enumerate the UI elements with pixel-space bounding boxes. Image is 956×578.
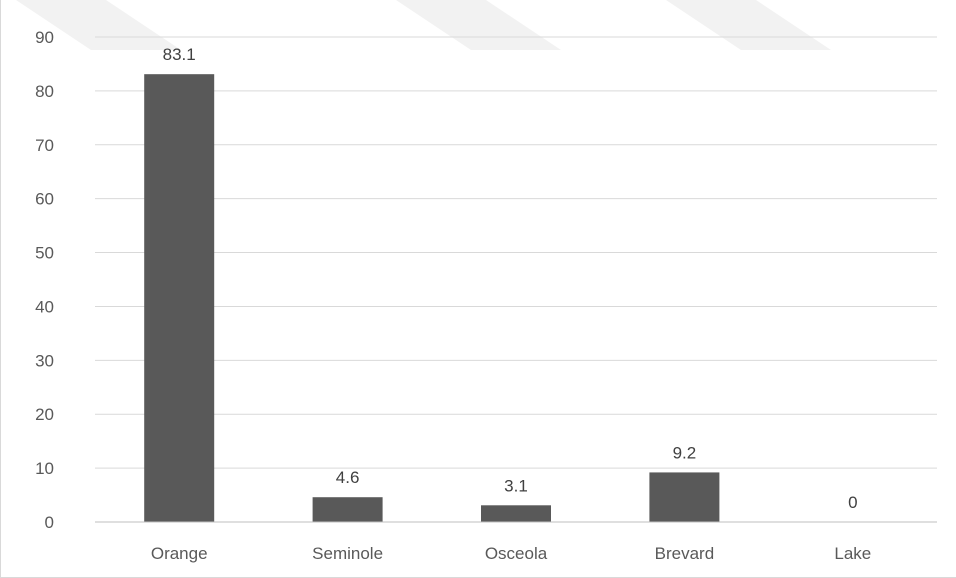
x-tick-label-osceola: Osceola	[485, 544, 548, 563]
data-label-lake: 0	[848, 493, 857, 512]
data-label-orange: 83.1	[163, 45, 196, 64]
bar-brevard	[649, 472, 720, 522]
background-watermark	[16, 0, 831, 50]
y-tick-label: 50	[35, 244, 54, 263]
gridlines	[95, 36, 937, 469]
y-tick-label: 90	[35, 28, 54, 47]
y-axis-ticks: 0 10 20 30 40 50 60 70 80 90	[35, 28, 54, 532]
y-tick-label: 10	[35, 459, 54, 478]
bar-osceola	[481, 505, 551, 522]
data-label-seminole: 4.6	[336, 468, 360, 487]
data-label-osceola: 3.1	[504, 476, 528, 495]
x-tick-label-lake: Lake	[834, 544, 871, 563]
x-tick-label-brevard: Brevard	[655, 544, 715, 563]
data-labels: 83.1 4.6 3.1 9.2 0	[163, 45, 858, 512]
bars	[144, 74, 720, 522]
bar-orange	[144, 74, 215, 522]
watermark-stripe	[16, 0, 181, 50]
y-tick-label: 30	[35, 351, 54, 370]
x-tick-label-orange: Orange	[151, 544, 208, 563]
y-tick-label: 60	[35, 190, 54, 209]
y-tick-label: 0	[45, 513, 54, 532]
x-axis-labels: Orange Seminole Osceola Brevard Lake	[151, 544, 871, 563]
x-tick-label-seminole: Seminole	[312, 544, 383, 563]
data-label-brevard: 9.2	[673, 443, 697, 462]
y-tick-label: 70	[35, 136, 54, 155]
watermark-stripe	[666, 0, 831, 50]
y-tick-label: 80	[35, 82, 54, 101]
y-tick-label: 40	[35, 297, 54, 316]
bar-seminole	[312, 497, 383, 522]
y-tick-label: 20	[35, 405, 54, 424]
watermark-stripe	[396, 0, 561, 50]
